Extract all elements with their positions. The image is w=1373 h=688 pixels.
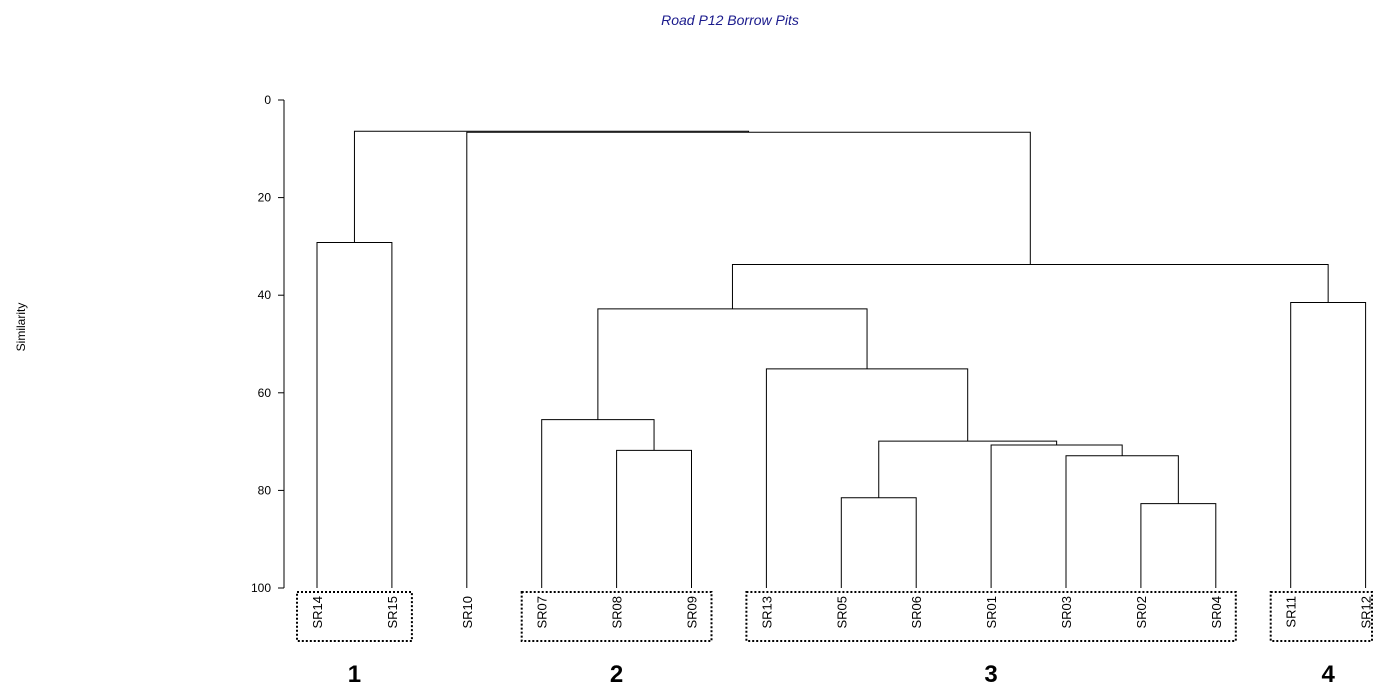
y-tick-label: 0 [264, 93, 271, 107]
leaf-label-sr08: SR08 [610, 596, 625, 629]
group-boxes [296, 591, 1373, 642]
leaf-label-sr03: SR03 [1059, 596, 1074, 629]
leaf-label-sr15: SR15 [385, 596, 400, 629]
leaf-labels: SR14 SR15 SR10 SR07 SR08 SR09 SR13 SR05 SR06 SR01… [310, 596, 1373, 629]
group-labels: 1 2 3 4 [348, 661, 1336, 688]
dendrogram-link-n14 [353, 130, 750, 243]
y-tick-label: 80 [258, 483, 272, 497]
dendrogram-links [316, 130, 1367, 588]
group-box-3 [745, 591, 1237, 642]
group-box-1 [296, 591, 413, 642]
dendrogram-link-n13 [466, 131, 1031, 588]
group-box-4 [1269, 591, 1373, 642]
leaf-label-sr11: SR11 [1284, 596, 1299, 628]
dendrogram-link-n6 [1065, 455, 1179, 588]
leaf-label-sr10: SR10 [460, 596, 475, 629]
dendrogram-link-n10 [597, 308, 868, 420]
leaf-label-sr12: SR12 [1359, 596, 1373, 629]
dendrogram-link-n3 [541, 419, 655, 588]
group-label-3: 3 [984, 661, 997, 688]
leaf-label-sr05: SR05 [834, 596, 849, 629]
y-axis: 0 20 40 60 80 100 [251, 93, 285, 595]
dendrogram-link-n7 [990, 444, 1123, 588]
leaf-label-sr01: SR01 [984, 596, 999, 629]
y-tick-label: 60 [258, 386, 272, 400]
dendrogram-link-n1 [316, 241, 393, 588]
dendrogram-link-n12 [731, 263, 1329, 309]
leaf-label-sr13: SR13 [759, 596, 774, 629]
group-label-1: 1 [348, 661, 361, 688]
y-tick-label: 40 [258, 288, 272, 302]
dendrogram-link-n2 [616, 449, 692, 588]
dendrogram-link-n11 [1290, 302, 1367, 588]
leaf-label-sr09: SR09 [685, 596, 700, 629]
dendrogram-link-n9 [765, 368, 969, 588]
y-tick-label: 100 [251, 581, 271, 595]
group-box-2 [520, 591, 713, 642]
dendrogram-link-n5 [1140, 503, 1217, 588]
dendrogram-link-n4 [840, 497, 917, 588]
y-axis-label: Similarity [14, 303, 28, 352]
leaf-label-sr02: SR02 [1134, 596, 1149, 629]
y-tick-label: 20 [258, 191, 272, 205]
leaf-label-sr04: SR04 [1209, 596, 1224, 629]
group-label-4: 4 [1321, 661, 1335, 688]
leaf-label-sr06: SR06 [909, 596, 924, 629]
group-label-2: 2 [610, 661, 623, 688]
leaf-label-sr07: SR07 [535, 596, 550, 629]
dendrogram-link-n8 [878, 440, 1058, 498]
chart-title: Road P12 Borrow Pits [661, 12, 799, 28]
leaf-label-sr14: SR14 [310, 596, 325, 629]
